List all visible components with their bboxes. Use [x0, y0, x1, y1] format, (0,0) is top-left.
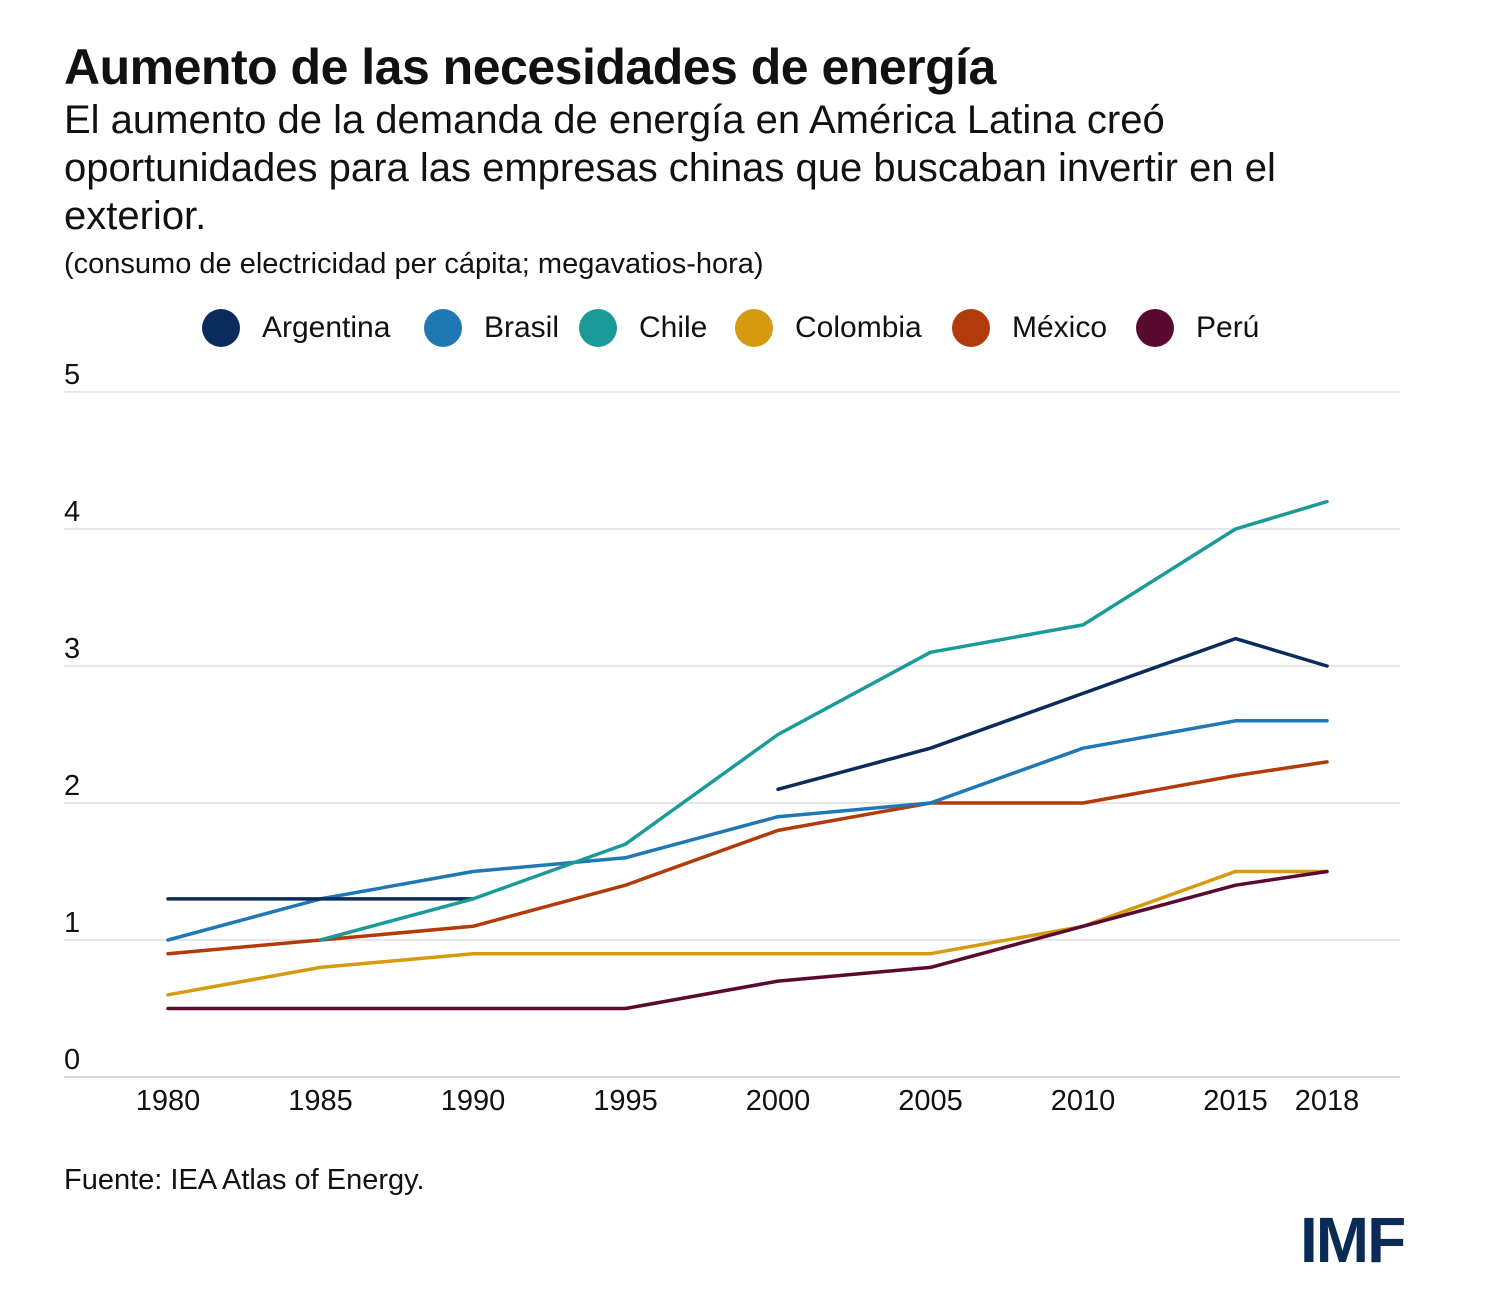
legend-dot-peru	[1136, 309, 1174, 347]
x-tick-label-2010: 2010	[1051, 1085, 1116, 1117]
x-tick-label-2015: 2015	[1203, 1085, 1268, 1117]
series-line-mexico	[166, 760, 1329, 956]
legend-label-brasil: Brasil	[484, 311, 560, 344]
legend-label-peru: Perú	[1196, 311, 1260, 344]
series-line-peru	[166, 869, 1329, 1011]
x-tick-label-1985: 1985	[288, 1085, 353, 1117]
legend-item-chile: Chile	[579, 306, 707, 350]
series-line-argentina-1	[776, 636, 1329, 792]
x-tick-label-2000: 2000	[746, 1085, 811, 1117]
x-tick-label-2018: 2018	[1295, 1085, 1360, 1117]
x-tick-label-1995: 1995	[593, 1085, 658, 1117]
chart-subtitle: El aumento de la demanda de energía en A…	[64, 98, 1276, 238]
grid-layer	[64, 391, 1400, 1078]
legend-label-colombia: Colombia	[795, 311, 922, 344]
legend-dot-chile	[579, 309, 617, 347]
y-tick-label-4: 4	[64, 496, 80, 528]
legend-item-mexico: México	[952, 306, 1107, 350]
legend-label-argentina: Argentina	[262, 311, 391, 344]
legend-label-chile: Chile	[639, 311, 708, 344]
imf-logo: IMF	[1300, 1204, 1406, 1276]
legend-item-argentina: Argentina	[202, 306, 390, 350]
source-note: Fuente: IEA Atlas of Energy.	[64, 1164, 425, 1196]
y-tick-label-2: 2	[64, 770, 80, 802]
y-tick-label-1: 1	[64, 907, 80, 939]
y-tick-label-5: 5	[64, 359, 80, 391]
x-tick-label-1990: 1990	[441, 1085, 506, 1117]
legend-item-colombia: Colombia	[735, 306, 922, 350]
series-line-brasil	[166, 719, 1329, 942]
series-line-chile	[318, 499, 1329, 942]
legend-dot-argentina	[202, 309, 240, 347]
y-tick-label-3: 3	[64, 633, 80, 665]
tick-label-layer: 0 1 2 3 4 5 1980 1985 1990 1995 2000 2005 2010 2015 20…	[64, 359, 1359, 1117]
unit-note: (consumo de electricidad per cápita; meg…	[64, 248, 764, 280]
series-line-colombia	[166, 869, 1329, 997]
series-layer	[166, 499, 1329, 1011]
legend-item-brasil: Brasil	[424, 306, 559, 350]
legend-dot-brasil	[424, 309, 462, 347]
y-tick-label-0: 0	[64, 1044, 80, 1076]
chart-legend: Argentina Brasil Chile Colombia México P…	[0, 306, 1497, 350]
chart-title: Aumento de las necesidades de energía	[64, 39, 996, 95]
legend-dot-colombia	[735, 309, 773, 347]
x-tick-label-2005: 2005	[898, 1085, 963, 1117]
x-tick-label-1980: 1980	[136, 1085, 201, 1117]
line-chart: 0 1 2 3 4 5 1980 1985 1990 1995 2000 2005 2010 2015 20…	[64, 359, 1400, 1117]
legend-dot-mexico	[952, 309, 990, 347]
legend-label-mexico: México	[1012, 311, 1108, 344]
legend-item-peru: Perú	[1136, 306, 1259, 350]
